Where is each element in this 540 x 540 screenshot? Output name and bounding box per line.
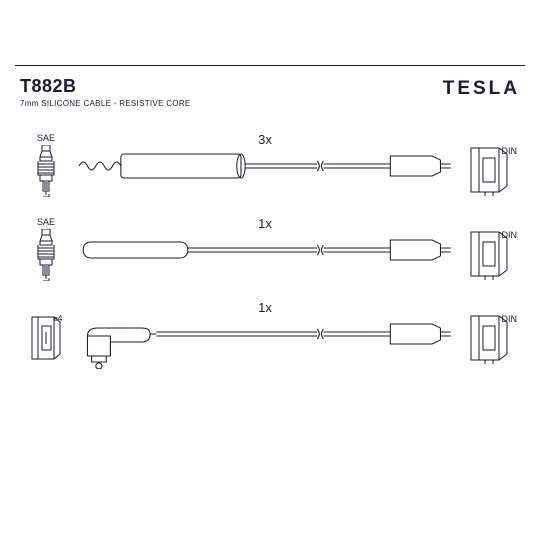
header: T882B 7mm SILICONE CABLE - RESISTIVE COR… <box>15 76 525 108</box>
cable-icon <box>77 314 453 369</box>
subtitle: 7mm SILICONE CABLE - RESISTIVE CORE <box>20 99 191 108</box>
cable-row: SAE 1x <box>15 210 525 288</box>
right-connector-block: DIN <box>453 134 525 196</box>
qty-label: 1x <box>258 300 272 315</box>
header-left: T882B 7mm SILICONE CABLE - RESISTIVE COR… <box>20 76 191 108</box>
right-label: DIN <box>502 314 518 324</box>
qty-label: 1x <box>258 216 272 231</box>
diagram-page: T882B 7mm SILICONE CABLE - RESISTIVE COR… <box>15 65 525 475</box>
left-label: SAE <box>15 133 77 143</box>
right-label: DIN <box>502 230 518 240</box>
sparkplug-icon <box>31 145 61 197</box>
cable-center: 1x <box>77 294 453 372</box>
brand-logo: TESLA <box>443 78 520 100</box>
cable-icon <box>77 230 453 285</box>
right-label: DIN <box>502 146 518 156</box>
right-connector-block: DIN <box>453 218 525 280</box>
part-number: T882B <box>20 76 191 97</box>
sparkplug-icon <box>31 229 61 281</box>
cable-icon <box>77 146 453 201</box>
left-connector-block: SAE <box>15 133 77 197</box>
qty-label: 3x <box>258 132 272 147</box>
cable-center: 3x <box>77 126 453 204</box>
left-connector-block: SAE <box>15 217 77 281</box>
diameter-label: ⌀4 <box>53 314 62 323</box>
left-connector-block: ⌀4 <box>15 304 77 362</box>
right-connector-block: DIN <box>453 302 525 364</box>
cable-row: SAE 3x <box>15 126 525 204</box>
cable-center: 1x <box>77 210 453 288</box>
cable-row: ⌀4 1x <box>15 294 525 372</box>
left-label: SAE <box>15 217 77 227</box>
